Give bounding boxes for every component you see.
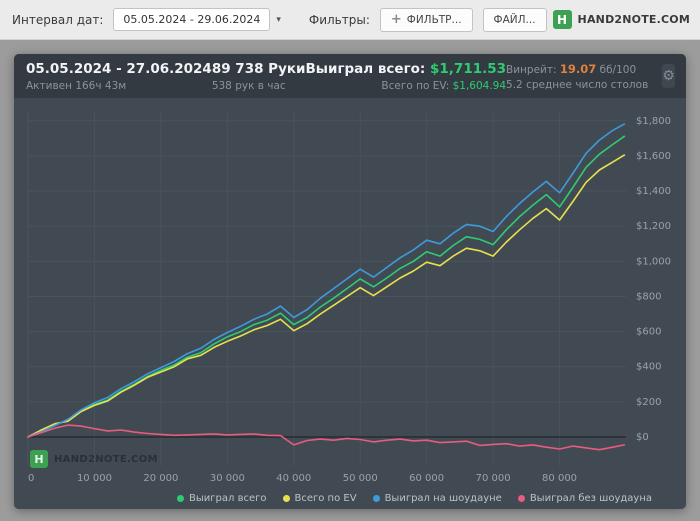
stats-hands-block: 89 738 Руки 538 рук в час: [212, 61, 306, 92]
date-range-value: 05.05.2024 - 29.06.2024: [123, 13, 261, 26]
file-button-label: ФАЙЛ...: [493, 13, 536, 26]
settings-gear-icon[interactable]: ⚙: [662, 64, 675, 88]
file-button[interactable]: ФАЙЛ...: [482, 7, 547, 32]
stats-active-time: Активен 166ч 43м: [26, 79, 127, 92]
won-total-label: Выиграл всего:: [305, 60, 426, 77]
stats-header: 05.05.2024 - 27.06.2024 Активен 166ч 43м…: [14, 54, 686, 98]
won-total-line: Выиграл всего: $1,711.53: [306, 61, 507, 77]
winrate-value: 19.07: [559, 61, 597, 76]
add-filter-button[interactable]: + ФИЛЬТР...: [379, 7, 473, 32]
x-tick-label: 60 000: [409, 473, 444, 484]
hand2note-watermark-icon: H: [30, 450, 48, 468]
y-tick-label: $400: [636, 362, 661, 373]
chevron-down-icon[interactable]: ▾: [276, 14, 281, 25]
winrate-label: Винрейт:: [506, 63, 557, 76]
toolbar: Интервал дат: 05.05.2024 - 29.06.2024 ▾ …: [0, 0, 700, 40]
legend-label: Выиграл без шоудауна: [529, 493, 652, 504]
chart-series-1: [27, 154, 626, 438]
legend-label: Всего по EV: [294, 493, 357, 504]
plus-icon: +: [390, 12, 402, 27]
filters-label: Фильтры:: [308, 12, 370, 27]
legend-dot-icon: [372, 495, 380, 502]
y-tick-label: $1,800: [636, 116, 671, 127]
won-total-value: $1,711.53: [430, 60, 507, 77]
hand2note-logo-icon: H: [552, 10, 572, 29]
legend-item[interactable]: Выиграл всего: [177, 493, 267, 504]
y-tick-label: $1,600: [636, 151, 671, 162]
winrate-units: бб/100: [599, 63, 637, 76]
stats-date-block: 05.05.2024 - 27.06.2024 Активен 166ч 43м: [26, 61, 212, 92]
legend-dot-icon: [517, 495, 525, 502]
chart-legend: Выиграл всего Всего по EV Выиграл на шоуда…: [177, 493, 652, 504]
legend-item[interactable]: Всего по EV: [282, 493, 357, 504]
legend-dot-icon: [282, 495, 290, 502]
date-interval-label: Интервал дат:: [12, 12, 104, 27]
x-tick-label: 20 000: [143, 473, 178, 484]
stats-hands-per-hour: 538 рук в час: [211, 79, 286, 92]
y-tick-label: $200: [636, 397, 661, 408]
date-range-input[interactable]: 05.05.2024 - 29.06.2024: [113, 8, 271, 31]
y-tick-label: $1,000: [636, 256, 671, 267]
y-tick-label: $1,200: [636, 221, 671, 232]
watermark-text: HAND2NOTE.COM: [54, 453, 158, 465]
avg-tables: 5.2 среднее число столов: [506, 78, 649, 91]
results-chart: 0 10 000 20 000 30 000 40 000 50 000 60 000 70 …: [14, 98, 686, 509]
chart-svg: 0 10 000 20 000 30 000 40 000 50 000 60 000 70 …: [27, 112, 671, 484]
brand-logo: H HAND2NOTE.COM: [552, 10, 690, 29]
x-tick-label: 80 000: [542, 473, 577, 484]
x-tick-label: 40 000: [276, 473, 311, 484]
y-tick-label: $0: [636, 432, 649, 443]
y-tick-label: $1,400: [636, 186, 671, 197]
ev-total-label: Всего по EV:: [381, 79, 450, 92]
stats-winrate-block: Винрейт: 19.07 бб/100 5.2 среднее число …: [506, 62, 648, 91]
legend-item[interactable]: Выиграл на шоудауне: [372, 493, 502, 504]
x-tick-label: 10 000: [77, 473, 112, 484]
brand-text: HAND2NOTE.COM: [577, 13, 690, 26]
stats-winnings-block: Выиграл всего: $1,711.53 Всего по EV: $1…: [306, 61, 507, 92]
chart-series-3: [27, 424, 626, 451]
x-tick-label: 0: [28, 473, 34, 484]
legend-dot-icon: [177, 495, 185, 502]
x-tick-label: 30 000: [210, 473, 245, 484]
add-filter-button-label: ФИЛЬТР...: [406, 13, 462, 26]
ev-total-line: Всего по EV: $1,604.94: [306, 79, 507, 92]
y-tick-label: $600: [636, 327, 661, 338]
winrate-line: Винрейт: 19.07 бб/100: [506, 62, 648, 76]
results-panel: 05.05.2024 - 27.06.2024 Активен 166ч 43м…: [14, 54, 686, 509]
legend-label: Выиграл всего: [189, 493, 267, 504]
x-tick-label: 70 000: [476, 473, 511, 484]
y-tick-label: $800: [636, 291, 661, 302]
ev-total-value: $1,604.94: [452, 79, 507, 92]
legend-item[interactable]: Выиграл без шоудауна: [517, 493, 652, 504]
chart-series-2: [27, 123, 626, 438]
watermark: H HAND2NOTE.COM: [30, 450, 158, 468]
x-tick-label: 50 000: [343, 473, 378, 484]
stats-hands-count: 89 738 Руки: [211, 60, 306, 77]
stats-date-range: 05.05.2024 - 27.06.2024: [26, 60, 212, 77]
legend-label: Выиграл на шоудауне: [384, 493, 502, 504]
